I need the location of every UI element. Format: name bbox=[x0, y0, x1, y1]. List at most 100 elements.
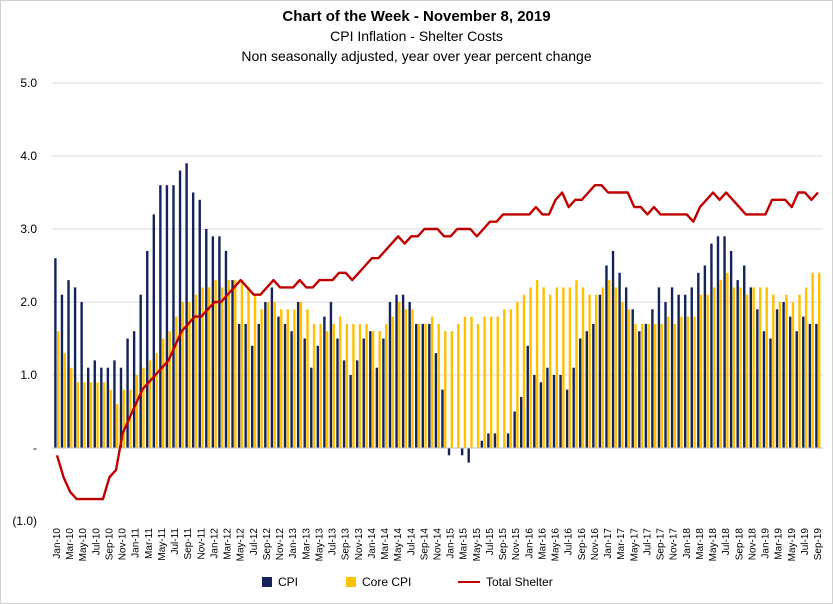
bar-core-cpi bbox=[562, 287, 565, 448]
x-tick-label: Sep-19 bbox=[813, 528, 824, 561]
bar-cpi bbox=[670, 287, 674, 448]
bar-core-cpi bbox=[155, 353, 158, 448]
x-tick-label: May-15 bbox=[472, 528, 483, 562]
bar-core-cpi bbox=[503, 309, 506, 448]
bar-core-cpi bbox=[667, 316, 670, 448]
bar-cpi bbox=[310, 367, 313, 448]
x-tick-label: Nov-12 bbox=[275, 528, 286, 561]
legend-label-core-cpi: Core CPI bbox=[362, 575, 412, 589]
bar-cpi bbox=[178, 170, 182, 448]
x-tick-label: Jul-17 bbox=[642, 528, 653, 556]
bar-core-cpi bbox=[542, 287, 545, 448]
bar-core-cpi bbox=[752, 287, 755, 448]
x-tick-label: Sep-11 bbox=[183, 528, 194, 560]
bar-cpi bbox=[611, 250, 615, 448]
bar-cpi bbox=[362, 338, 365, 448]
chart-title: Chart of the Week - November 8, 2019 bbox=[282, 8, 551, 25]
x-tick-label: Mar-11 bbox=[144, 528, 155, 559]
bar-core-cpi bbox=[168, 331, 171, 448]
bar-core-cpi bbox=[483, 316, 486, 448]
x-tick-label: Nov-16 bbox=[590, 528, 601, 561]
x-tick-label: Jan-13 bbox=[288, 528, 299, 559]
x-tick-label: Jan-15 bbox=[446, 528, 457, 559]
bar-core-cpi bbox=[640, 323, 644, 448]
bar-core-cpi bbox=[312, 323, 316, 448]
bar-cpi bbox=[401, 294, 405, 448]
bar-cpi bbox=[769, 338, 772, 448]
bar-cpi bbox=[329, 302, 333, 448]
bar-core-cpi bbox=[378, 331, 381, 448]
y-tick-label: (1.0) bbox=[12, 514, 37, 528]
bar-core-cpi bbox=[680, 316, 683, 448]
bar-core-cpi bbox=[286, 309, 290, 448]
bar-cpi bbox=[316, 345, 320, 448]
bar-cpi bbox=[533, 375, 536, 448]
bar-core-cpi bbox=[726, 272, 729, 448]
bar-core-cpi bbox=[627, 309, 631, 448]
bar-core-cpi bbox=[371, 331, 375, 448]
bar-core-cpi bbox=[83, 382, 86, 448]
y-tick-label: - bbox=[33, 441, 37, 455]
x-tick-label: May-17 bbox=[629, 528, 640, 562]
bar-core-cpi bbox=[161, 338, 165, 448]
x-tick-label: Mar-17 bbox=[616, 528, 627, 560]
bar-cpi bbox=[93, 360, 96, 448]
bar-core-cpi bbox=[411, 309, 414, 448]
x-tick-label: May-14 bbox=[393, 528, 404, 562]
bar-cpi bbox=[749, 287, 752, 448]
x-tick-label: Jan-17 bbox=[603, 528, 614, 559]
bar-core-cpi bbox=[549, 294, 552, 448]
x-tick-label: Sep-10 bbox=[104, 528, 115, 561]
bar-cpi bbox=[585, 331, 588, 448]
bar-core-cpi bbox=[299, 302, 303, 448]
x-tick-label: Jan-16 bbox=[524, 528, 535, 559]
bar-core-cpi bbox=[621, 302, 624, 448]
bar-cpi bbox=[283, 323, 287, 448]
bar-cpi bbox=[231, 280, 234, 448]
bar-cpi bbox=[572, 367, 575, 448]
x-tick-label: Mar-12 bbox=[223, 528, 234, 560]
bar-cpi bbox=[788, 316, 792, 448]
bar-cpi bbox=[237, 323, 241, 448]
bar-cpi bbox=[349, 375, 352, 448]
bar-cpi bbox=[257, 323, 260, 448]
bar-cpi bbox=[80, 302, 83, 448]
bar-core-cpi bbox=[188, 302, 191, 448]
bar-cpi bbox=[815, 323, 818, 448]
bar-core-cpi bbox=[365, 323, 368, 448]
bar-core-cpi bbox=[647, 323, 650, 448]
bar-cpi bbox=[506, 433, 510, 448]
bar-core-cpi bbox=[699, 294, 703, 448]
bar-core-cpi bbox=[181, 302, 185, 448]
bar-cpi bbox=[782, 302, 785, 448]
chart-subtitle-1: CPI Inflation - Shelter Costs bbox=[330, 28, 503, 44]
bar-cpi bbox=[677, 294, 680, 448]
bar-cpi bbox=[375, 367, 379, 448]
bar-cpi bbox=[447, 448, 451, 456]
bar-core-cpi bbox=[608, 280, 611, 448]
bar-cpi bbox=[165, 185, 169, 448]
bar-cpi bbox=[323, 316, 326, 448]
bar-core-cpi bbox=[673, 323, 677, 448]
x-tick-label: Nov-14 bbox=[433, 528, 444, 561]
bar-cpi bbox=[159, 185, 162, 448]
bar-core-cpi bbox=[470, 316, 473, 448]
bar-core-cpi bbox=[273, 302, 276, 448]
bar-core-cpi bbox=[214, 280, 217, 448]
bar-cpi bbox=[513, 411, 516, 448]
bar-core-cpi bbox=[634, 323, 637, 448]
bar-core-cpi bbox=[122, 389, 126, 448]
bar-core-cpi bbox=[175, 316, 178, 448]
bar-core-cpi bbox=[240, 280, 244, 448]
bar-cpi bbox=[736, 280, 739, 448]
bar-cpi bbox=[408, 302, 411, 448]
legend-item-cpi: CPI bbox=[262, 575, 298, 589]
bar-cpi bbox=[355, 360, 359, 448]
x-tick-label: Mar-19 bbox=[774, 528, 785, 560]
x-tick-label: Sep-14 bbox=[419, 528, 430, 561]
bar-core-cpi bbox=[437, 323, 440, 448]
bar-core-cpi bbox=[339, 316, 342, 448]
bar-cpi bbox=[296, 302, 300, 448]
bar-cpi bbox=[251, 345, 254, 448]
bar-core-cpi bbox=[404, 309, 408, 448]
